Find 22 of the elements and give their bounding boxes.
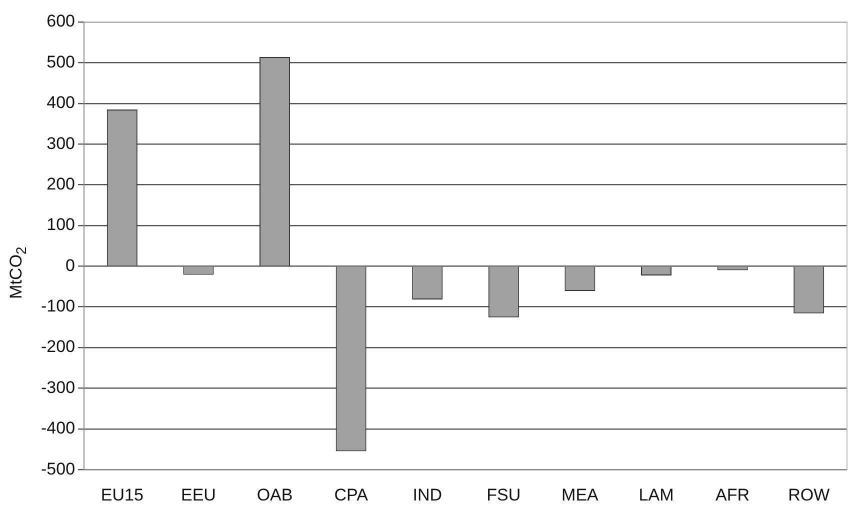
x-tick-label: AFR: [716, 485, 750, 504]
x-tick-label: MEA: [562, 485, 600, 504]
x-tick-label: FSU: [486, 485, 521, 504]
y-tick-label: 0: [66, 256, 76, 275]
y-tick-label: -500: [40, 459, 76, 478]
x-tick-label: OAB: [256, 485, 293, 504]
y-tick-label: 200: [46, 174, 76, 194]
y-tick-label: 400: [46, 93, 76, 112]
y-tick-label: -200: [40, 337, 76, 356]
x-tick-label: LAM: [638, 485, 674, 504]
x-tick-label: EU15: [100, 485, 144, 504]
x-tick-label: EEU: [180, 485, 216, 504]
y-tick-label: -100: [40, 296, 76, 316]
x-tick-label: ROW: [788, 485, 830, 504]
y-tick-label: -300: [40, 378, 76, 397]
y-tick-label: 300: [46, 134, 76, 153]
x-tick-label: CPA: [334, 485, 369, 504]
y-tick-label: -400: [40, 418, 76, 438]
x-tick-label: IND: [412, 485, 442, 504]
y-tick-label: 600: [46, 12, 76, 31]
y-tick-label: 500: [46, 52, 76, 72]
y-tick-label: 100: [46, 215, 76, 234]
